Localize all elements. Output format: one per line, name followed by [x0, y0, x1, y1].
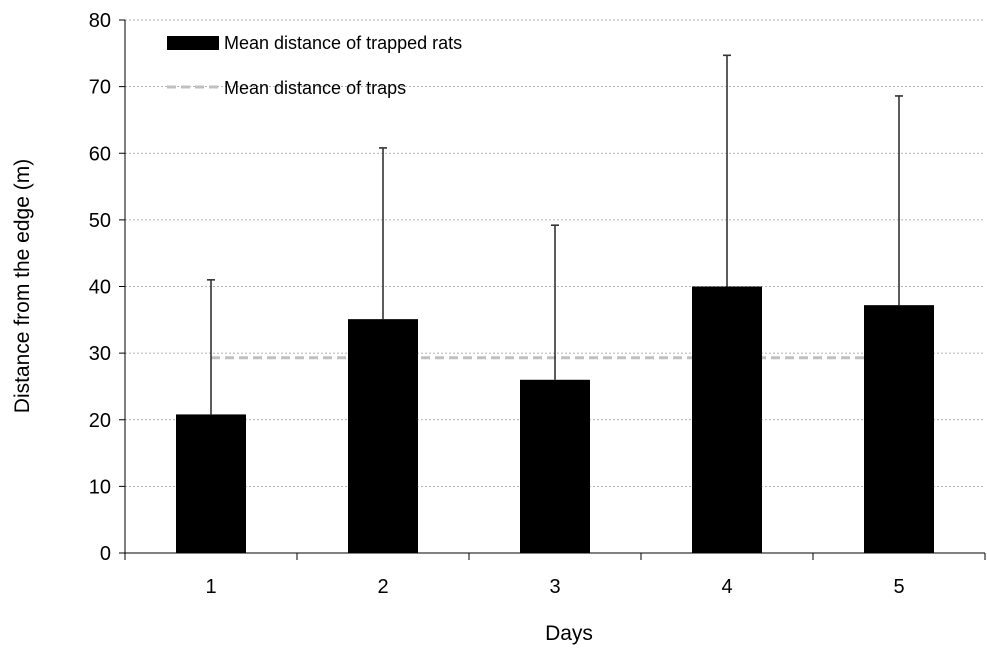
- y-tick-label: 30: [89, 343, 111, 365]
- y-tick-label: 80: [89, 10, 111, 32]
- x-tick-label: 3: [549, 576, 560, 598]
- y-tick-labels: 0 10 20 30 40 50 60 70 80: [89, 10, 111, 565]
- bar: [692, 286, 762, 553]
- x-axis-title: Days: [545, 622, 593, 645]
- y-tick-label: 40: [89, 277, 111, 299]
- bar: [520, 379, 590, 553]
- x-tick-labels: 1 2 3 4 5: [205, 576, 904, 598]
- legend: Mean distance of trapped rats Mean dista…: [167, 33, 462, 98]
- y-tick-label: 50: [89, 210, 111, 232]
- axes-group: [119, 19, 986, 560]
- bar: [176, 414, 246, 553]
- bar: [348, 319, 418, 553]
- x-tick-label: 2: [377, 576, 388, 598]
- y-tick-label: 20: [89, 410, 111, 432]
- bar: [864, 305, 934, 553]
- y-axis-title: Distance from the edge (m): [11, 159, 34, 413]
- bars-group: [176, 286, 934, 553]
- error-bars-group: [207, 54, 903, 415]
- y-tick-label: 10: [89, 476, 111, 498]
- y-tick-label: 70: [89, 77, 111, 99]
- x-tick-label: 5: [893, 576, 904, 598]
- y-tick-label: 60: [89, 143, 111, 165]
- legend-label-line: Mean distance of traps: [224, 78, 406, 98]
- legend-swatch-bar: [167, 36, 219, 50]
- x-tick-label: 4: [721, 576, 732, 598]
- y-tick-label: 0: [100, 543, 111, 565]
- legend-label-bars: Mean distance of trapped rats: [224, 33, 462, 53]
- x-tick-label: 1: [205, 576, 216, 598]
